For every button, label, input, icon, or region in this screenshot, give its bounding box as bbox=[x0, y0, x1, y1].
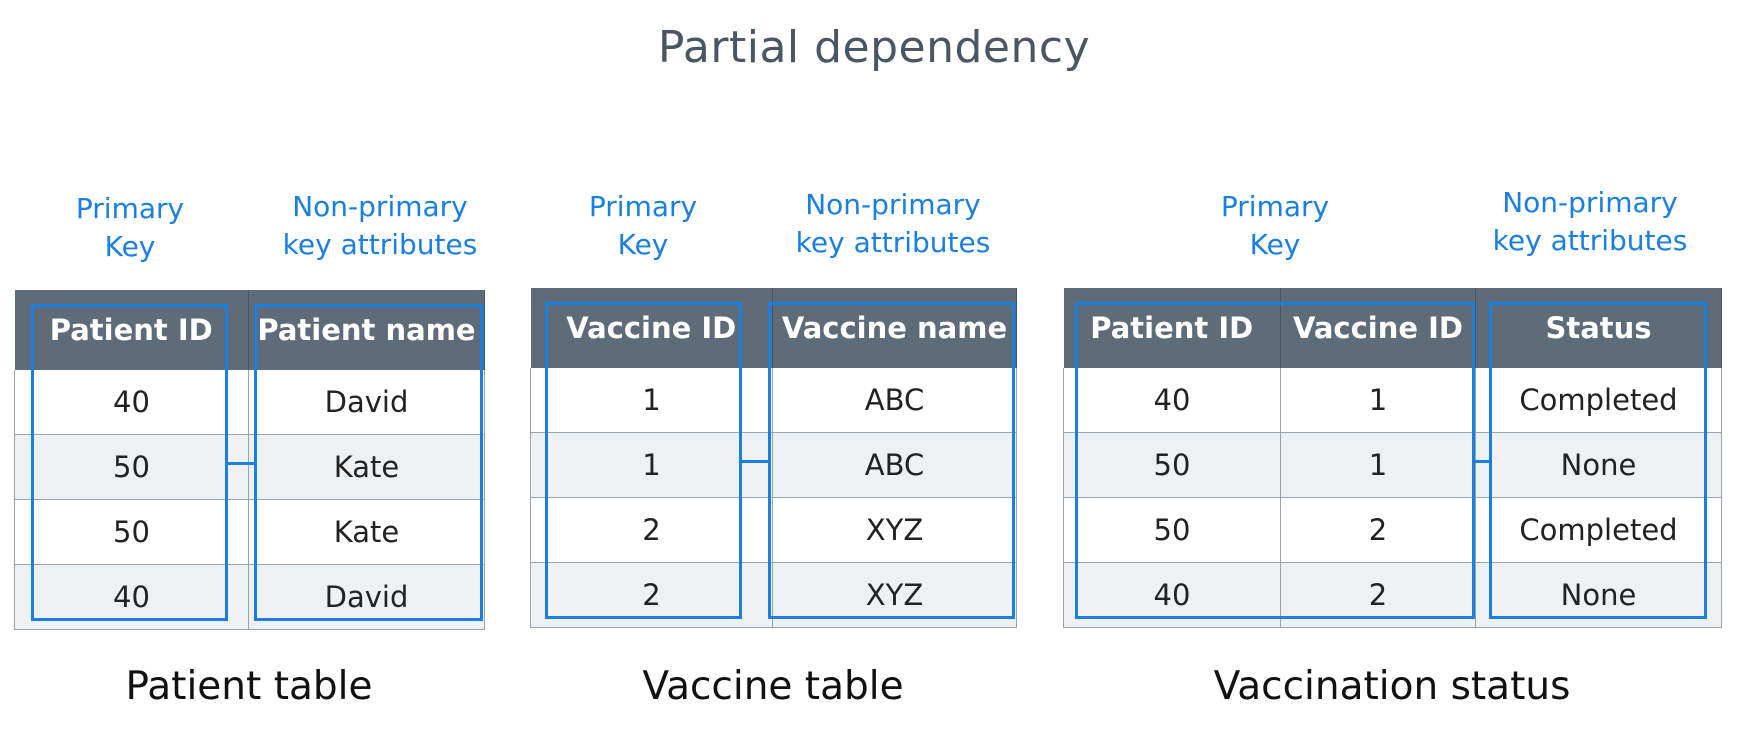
column-header: Patient name bbox=[248, 290, 485, 370]
table-caption: Patient table bbox=[125, 664, 373, 709]
table-cell: Kate bbox=[248, 499, 485, 565]
primary-key-label-line2: Key bbox=[617, 228, 669, 261]
table-cell: 1 bbox=[1280, 368, 1476, 433]
vaccination-status-table: Patient ID Vaccine ID Status 40 1 Comple… bbox=[1063, 288, 1722, 628]
table-cell: Completed bbox=[1475, 497, 1722, 563]
primary-key-highlight bbox=[545, 302, 742, 619]
table-cell: 50 bbox=[1063, 497, 1281, 563]
non-primary-label-line1: Non-primary bbox=[1502, 186, 1678, 219]
column-header: Patient ID bbox=[14, 290, 249, 370]
table-cell: 50 bbox=[1063, 432, 1281, 498]
non-primary-label-line1: Non-primary bbox=[292, 190, 468, 223]
primary-key-label-line1: Primary bbox=[1220, 190, 1330, 223]
primary-key-label-line1: Primary bbox=[75, 192, 185, 225]
non-primary-highlight bbox=[254, 304, 483, 621]
table-row: 50 2 Completed bbox=[1063, 497, 1722, 563]
column-header: Vaccine ID bbox=[530, 288, 773, 368]
table-cell: David bbox=[248, 370, 485, 435]
page-title: Partial dependency bbox=[657, 22, 1091, 73]
primary-key-label: Primary Key bbox=[1185, 188, 1365, 264]
non-primary-label: Non-primary key attributes bbox=[1460, 184, 1720, 260]
primary-key-highlight bbox=[31, 304, 228, 621]
table-row: 2 XYZ bbox=[530, 497, 1017, 563]
non-primary-label: Non-primary key attributes bbox=[250, 188, 510, 264]
non-primary-label: Non-primary key attributes bbox=[763, 186, 1023, 262]
table-cell: 2 bbox=[530, 497, 773, 563]
table-cell: 40 bbox=[14, 370, 249, 435]
table-cell: 2 bbox=[1280, 497, 1476, 563]
table-cell: Completed bbox=[1475, 368, 1722, 433]
table-cell: 1 bbox=[530, 368, 773, 433]
non-primary-label-line1: Non-primary bbox=[805, 188, 981, 221]
table-row: 40 David bbox=[14, 370, 485, 435]
table-caption: Vaccine table bbox=[642, 664, 904, 709]
dependency-connector bbox=[1475, 460, 1489, 463]
primary-key-label: Primary Key bbox=[553, 188, 733, 264]
table-cell: ABC bbox=[772, 368, 1017, 433]
primary-key-highlight bbox=[1075, 302, 1475, 619]
table-row: 50 Kate bbox=[14, 499, 485, 565]
column-header: Vaccine ID bbox=[1280, 288, 1476, 368]
table-row: 50 1 None bbox=[1063, 432, 1722, 498]
primary-key-label-line2: Key bbox=[1249, 228, 1301, 261]
column-header: Status bbox=[1475, 288, 1722, 368]
table-cell: XYZ bbox=[772, 497, 1017, 563]
table-row: 1 ABC bbox=[530, 432, 1017, 498]
non-primary-label-line2: key attributes bbox=[795, 226, 991, 259]
table-cell: 50 bbox=[14, 499, 249, 565]
table-cell: None bbox=[1475, 432, 1722, 498]
primary-key-label: Primary Key bbox=[40, 190, 220, 266]
table-cell: 50 bbox=[14, 434, 249, 500]
table-row: 50 Kate bbox=[14, 434, 485, 500]
non-primary-label-line2: key attributes bbox=[1492, 224, 1688, 257]
non-primary-label-line2: key attributes bbox=[282, 228, 478, 261]
primary-key-label-line1: Primary bbox=[588, 190, 698, 223]
non-primary-highlight bbox=[1489, 302, 1707, 619]
table-cell: 1 bbox=[1280, 432, 1476, 498]
dependency-connector bbox=[742, 460, 768, 463]
non-primary-highlight bbox=[768, 302, 1015, 619]
dependency-connector bbox=[228, 462, 254, 465]
table-caption: Vaccination status bbox=[1213, 664, 1571, 709]
primary-key-label-line2: Key bbox=[104, 230, 156, 263]
table-row: 1 ABC bbox=[530, 368, 1017, 433]
table-row: 40 1 Completed bbox=[1063, 368, 1722, 433]
column-header: Vaccine name bbox=[772, 288, 1017, 368]
table-cell: 40 bbox=[1063, 368, 1281, 433]
column-header: Patient ID bbox=[1063, 288, 1281, 368]
table-cell: ABC bbox=[772, 432, 1017, 498]
table-cell: Kate bbox=[248, 434, 485, 500]
table-cell: 1 bbox=[530, 432, 773, 498]
